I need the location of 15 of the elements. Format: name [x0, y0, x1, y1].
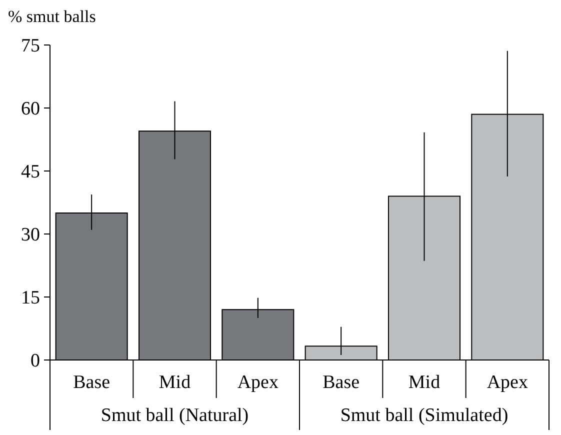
y-tick-label: 0 [30, 350, 40, 372]
y-tick-label: 75 [21, 36, 40, 57]
y-axis-title: % smut balls [8, 7, 96, 26]
x-tick-label: Mid [158, 372, 192, 393]
y-tick-label: 30 [21, 224, 40, 246]
y-tick-label: 15 [21, 288, 40, 309]
text: Smut ball (Natural) [100, 405, 249, 426]
y-tick-label: 45 [21, 162, 40, 183]
x-tick-label: Mid [408, 372, 441, 393]
x-tick-label: Base [322, 372, 360, 393]
y-tick-label: 60 [21, 98, 40, 120]
x-tick-label: Apex [237, 372, 279, 393]
text: Smut ball (Simulated) [340, 405, 508, 426]
x-tick-label: Base [73, 372, 110, 393]
x-tick-label: Apex [486, 372, 528, 393]
